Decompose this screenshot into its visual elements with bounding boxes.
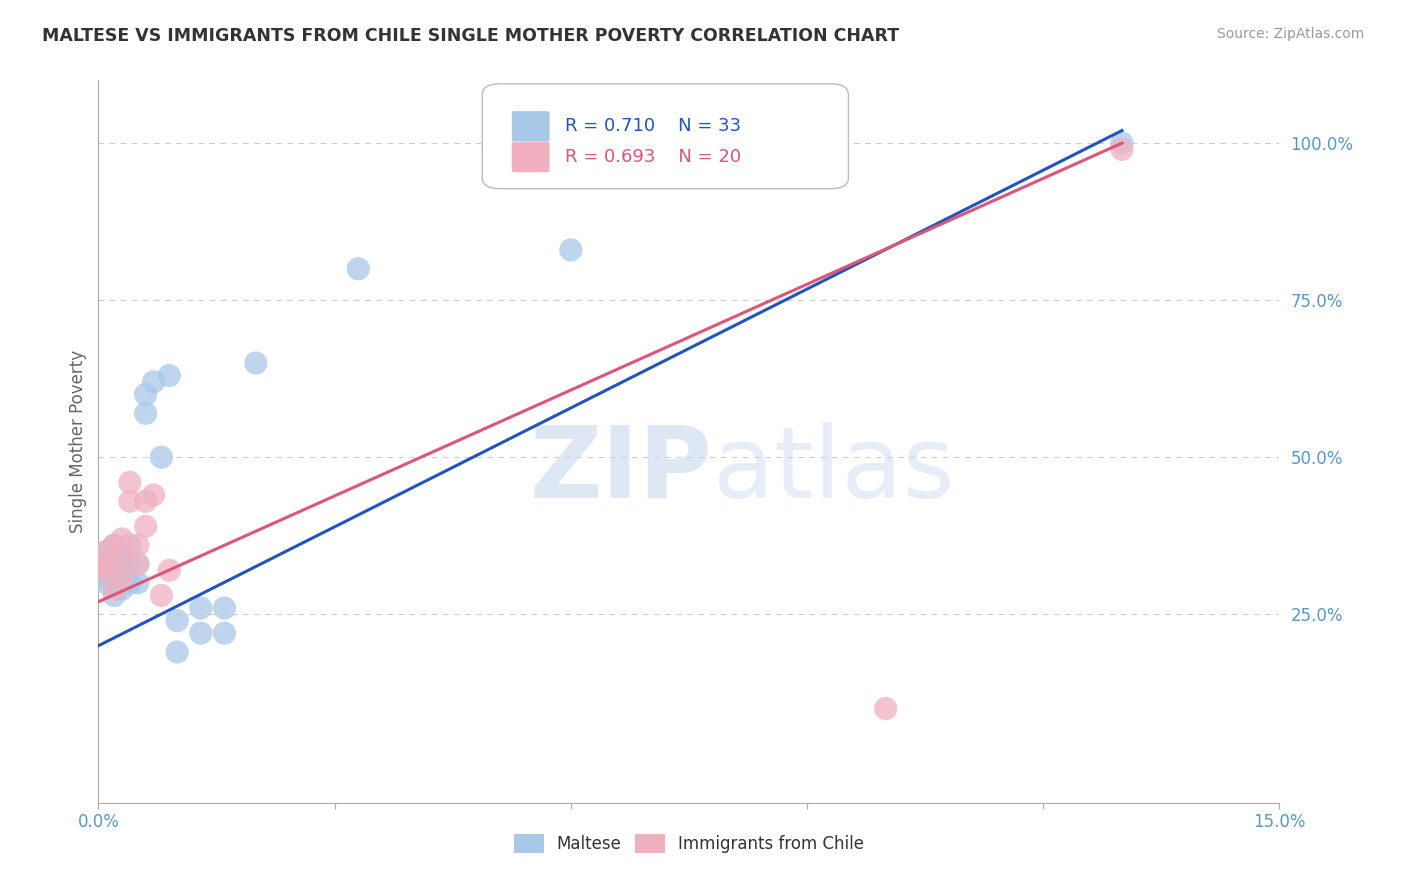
Point <box>118 557 141 571</box>
Point <box>1111 142 1133 156</box>
Point <box>96 563 118 577</box>
Point <box>166 614 188 628</box>
Point <box>127 557 149 571</box>
Point <box>875 701 897 715</box>
Point <box>111 569 134 583</box>
Point <box>245 356 267 370</box>
Point <box>111 550 134 565</box>
Point <box>96 550 118 565</box>
FancyBboxPatch shape <box>512 112 550 142</box>
Point <box>142 375 165 389</box>
Text: atlas: atlas <box>713 422 955 519</box>
Point <box>118 575 141 590</box>
Point <box>190 601 212 615</box>
Point <box>91 557 114 571</box>
Point <box>1111 136 1133 150</box>
Point <box>214 601 236 615</box>
Point <box>150 450 173 465</box>
Point <box>103 589 125 603</box>
Point <box>91 557 114 571</box>
Point <box>135 406 157 420</box>
Point <box>103 538 125 552</box>
Point <box>111 563 134 577</box>
Point <box>111 532 134 546</box>
Point <box>142 488 165 502</box>
Point <box>135 494 157 508</box>
Point <box>91 569 114 583</box>
Point <box>103 569 125 583</box>
Point <box>166 645 188 659</box>
Point <box>118 475 141 490</box>
Point <box>96 544 118 558</box>
Text: R = 0.710    N = 33: R = 0.710 N = 33 <box>565 118 741 136</box>
Point <box>127 557 149 571</box>
Point <box>347 261 370 276</box>
Point <box>214 626 236 640</box>
Point <box>135 387 157 401</box>
Point <box>103 538 125 552</box>
Point <box>103 557 125 571</box>
Point <box>560 243 582 257</box>
Text: ZIP: ZIP <box>530 422 713 519</box>
Point <box>135 519 157 533</box>
Text: Source: ZipAtlas.com: Source: ZipAtlas.com <box>1216 27 1364 41</box>
Point <box>127 538 149 552</box>
Point <box>157 563 180 577</box>
Point <box>157 368 180 383</box>
Point <box>96 563 118 577</box>
Point <box>190 626 212 640</box>
Point <box>96 575 118 590</box>
Text: MALTESE VS IMMIGRANTS FROM CHILE SINGLE MOTHER POVERTY CORRELATION CHART: MALTESE VS IMMIGRANTS FROM CHILE SINGLE … <box>42 27 900 45</box>
FancyBboxPatch shape <box>512 142 550 172</box>
Text: R = 0.693    N = 20: R = 0.693 N = 20 <box>565 148 741 166</box>
Point <box>111 544 134 558</box>
Point <box>96 544 118 558</box>
Point <box>150 589 173 603</box>
Point <box>127 575 149 590</box>
Legend: Maltese, Immigrants from Chile: Maltese, Immigrants from Chile <box>506 827 872 860</box>
FancyBboxPatch shape <box>482 84 848 189</box>
Point <box>103 582 125 597</box>
Point <box>118 494 141 508</box>
Point <box>111 582 134 597</box>
Point <box>118 538 141 552</box>
Point <box>103 557 125 571</box>
Y-axis label: Single Mother Poverty: Single Mother Poverty <box>69 350 87 533</box>
